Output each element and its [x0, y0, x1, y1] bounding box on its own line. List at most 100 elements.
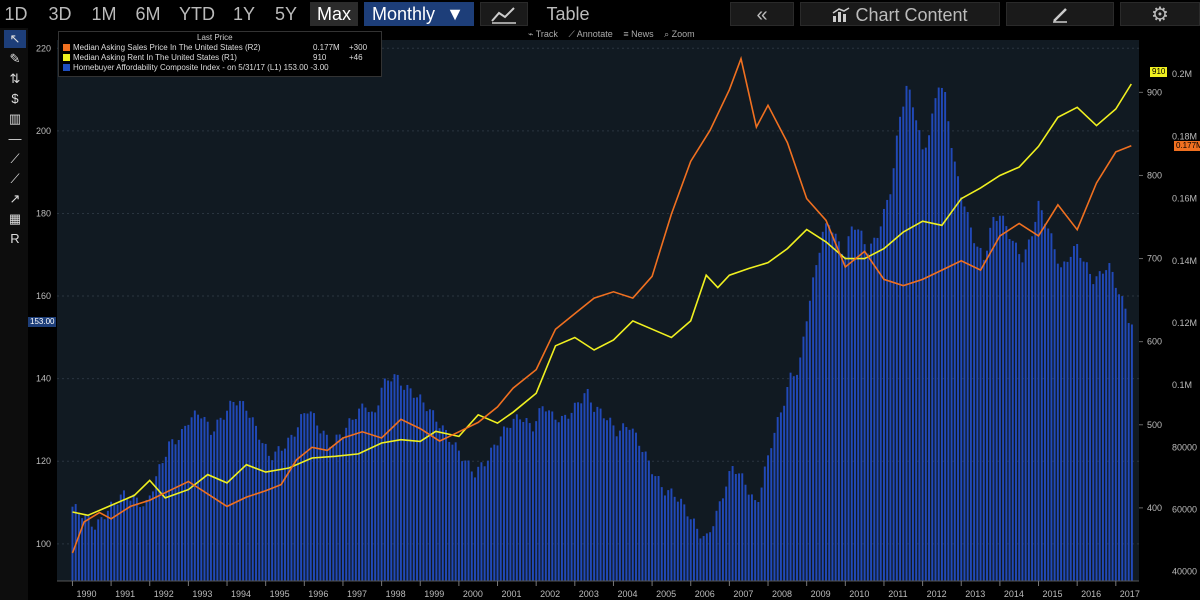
- affordability-bar: [1005, 226, 1008, 581]
- legend-value: 153.00: [283, 63, 309, 72]
- affordability-bar: [103, 519, 106, 581]
- affordability-bar: [911, 107, 914, 581]
- affordability-bar: [428, 409, 431, 581]
- dollar-icon[interactable]: $: [11, 91, 19, 106]
- affordability-bar: [960, 197, 963, 581]
- right2-tick-label: 40000: [1172, 567, 1197, 577]
- affordability-bar: [692, 518, 695, 581]
- affordability-bar: [892, 168, 895, 581]
- ray-icon[interactable]: ↗: [9, 191, 21, 206]
- annotate-button[interactable]: ⟋ Annotate: [568, 29, 613, 39]
- affordability-bar: [1111, 271, 1114, 581]
- x-tick-label: 2016: [1081, 589, 1101, 599]
- back-button[interactable]: «: [730, 2, 794, 26]
- line-chart-button[interactable]: [480, 2, 528, 26]
- legend-change: +300: [349, 43, 368, 52]
- affordability-bar: [338, 434, 341, 581]
- x-tick-label: 2002: [540, 589, 560, 599]
- affordability-bar: [261, 443, 264, 581]
- x-tick-label: 1996: [308, 589, 328, 599]
- affordability-bar: [940, 87, 943, 581]
- affordability-bar: [1011, 240, 1014, 581]
- right2-tick-label: 0.2M: [1172, 69, 1192, 79]
- frequency-dropdown[interactable]: Monthly ▼: [364, 2, 474, 26]
- affordability-bar: [599, 408, 602, 581]
- table-button[interactable]: Table: [546, 4, 590, 24]
- chart-type-icon[interactable]: ▥: [8, 111, 22, 126]
- legend-item-rent[interactable]: Median Asking Rent In The United States …: [63, 53, 237, 63]
- range-1m-button[interactable]: 1M: [91, 4, 117, 24]
- affordability-bar: [802, 336, 805, 581]
- zoom-button[interactable]: ⌕ Zoom: [664, 29, 695, 39]
- range-3d-button[interactable]: 3D: [48, 4, 72, 24]
- affordability-bar: [84, 513, 87, 581]
- affordability-bar: [657, 476, 660, 581]
- x-tick-label: 2013: [965, 589, 985, 599]
- affordability-bar: [483, 466, 486, 581]
- percent-icon[interactable]: ⇅: [9, 71, 21, 86]
- range-1y-button[interactable]: 1Y: [232, 4, 256, 24]
- range-ytd-button[interactable]: YTD: [179, 4, 215, 24]
- affordability-bar: [267, 455, 270, 581]
- trend-line-icon[interactable]: ⟋: [10, 151, 20, 166]
- affordability-bar: [551, 411, 554, 581]
- affordability-bar: [770, 448, 773, 581]
- affordability-bar: [387, 380, 390, 581]
- affordability-bar: [300, 414, 303, 581]
- left-tick-label: 140: [36, 374, 51, 384]
- affordability-bar: [834, 233, 837, 582]
- affordability-bar: [979, 247, 982, 582]
- news-button[interactable]: ≡ News: [623, 29, 654, 39]
- affordability-bar: [242, 401, 245, 581]
- legend-item-affordability[interactable]: Homebuyer Affordability Composite Index …: [63, 63, 329, 73]
- line-chart-icon: [491, 7, 516, 24]
- affordability-bar: [280, 450, 283, 581]
- affordability-bar: [709, 532, 712, 581]
- range-5y-button[interactable]: 5Y: [274, 4, 298, 24]
- affordability-bar: [696, 528, 699, 581]
- affordability-bar: [206, 421, 209, 581]
- right1-tick-label: 600: [1147, 337, 1162, 347]
- affordability-bar: [396, 374, 399, 581]
- affordability-bar: [667, 490, 670, 581]
- x-tick-label: 1995: [270, 589, 290, 599]
- affordability-bar: [783, 405, 786, 581]
- affordability-bar: [441, 425, 444, 581]
- affordability-bar: [622, 423, 625, 581]
- right2-tick-label: 0.12M: [1172, 318, 1197, 328]
- affordability-bar: [306, 413, 309, 581]
- settings-button[interactable]: ⚙: [1120, 2, 1200, 26]
- edit-button[interactable]: [1006, 2, 1114, 26]
- affordability-bar: [763, 466, 766, 581]
- affordability-bar: [631, 428, 634, 581]
- affordability-bar: [477, 466, 480, 581]
- affordability-bar: [876, 237, 879, 582]
- range-1d-button[interactable]: 1D: [4, 4, 28, 24]
- chart-area[interactable]: 100 120 140 160 180 200 220 400 500 600 700 800 900…: [28, 28, 1200, 600]
- affordability-bar: [161, 463, 164, 581]
- legend-item-sales-price[interactable]: Median Asking Sales Price In The United …: [63, 43, 261, 53]
- affordability-bar: [81, 518, 84, 581]
- affordability-bar: [651, 474, 654, 581]
- cursor-icon[interactable]: ↖: [4, 30, 26, 48]
- series-lines: [71, 55, 1132, 554]
- affordability-bar: [1114, 287, 1117, 581]
- affordability-bar: [963, 206, 966, 582]
- affordability-bar: [71, 506, 74, 581]
- affordability-bar: [1031, 236, 1034, 581]
- text-icon[interactable]: R: [10, 231, 20, 246]
- track-button[interactable]: ⌁ Track: [528, 29, 558, 39]
- pen-icon[interactable]: ✎: [9, 51, 21, 66]
- fill-icon[interactable]: ▦: [8, 211, 22, 226]
- affordability-bar: [348, 418, 351, 581]
- range-6m-button[interactable]: 6M: [135, 4, 161, 24]
- affordability-bar: [812, 277, 815, 581]
- legend-value: 910: [313, 53, 327, 62]
- segment-icon[interactable]: ⟋: [10, 171, 20, 186]
- horizontal-line-icon[interactable]: —: [8, 131, 22, 146]
- affordability-bar: [886, 199, 889, 581]
- range-max-button[interactable]: Max: [310, 2, 358, 26]
- affordability-bar: [799, 357, 802, 581]
- zoom-icon: ⌕: [664, 29, 672, 39]
- chart-content-button[interactable]: Chart Content: [800, 2, 1000, 26]
